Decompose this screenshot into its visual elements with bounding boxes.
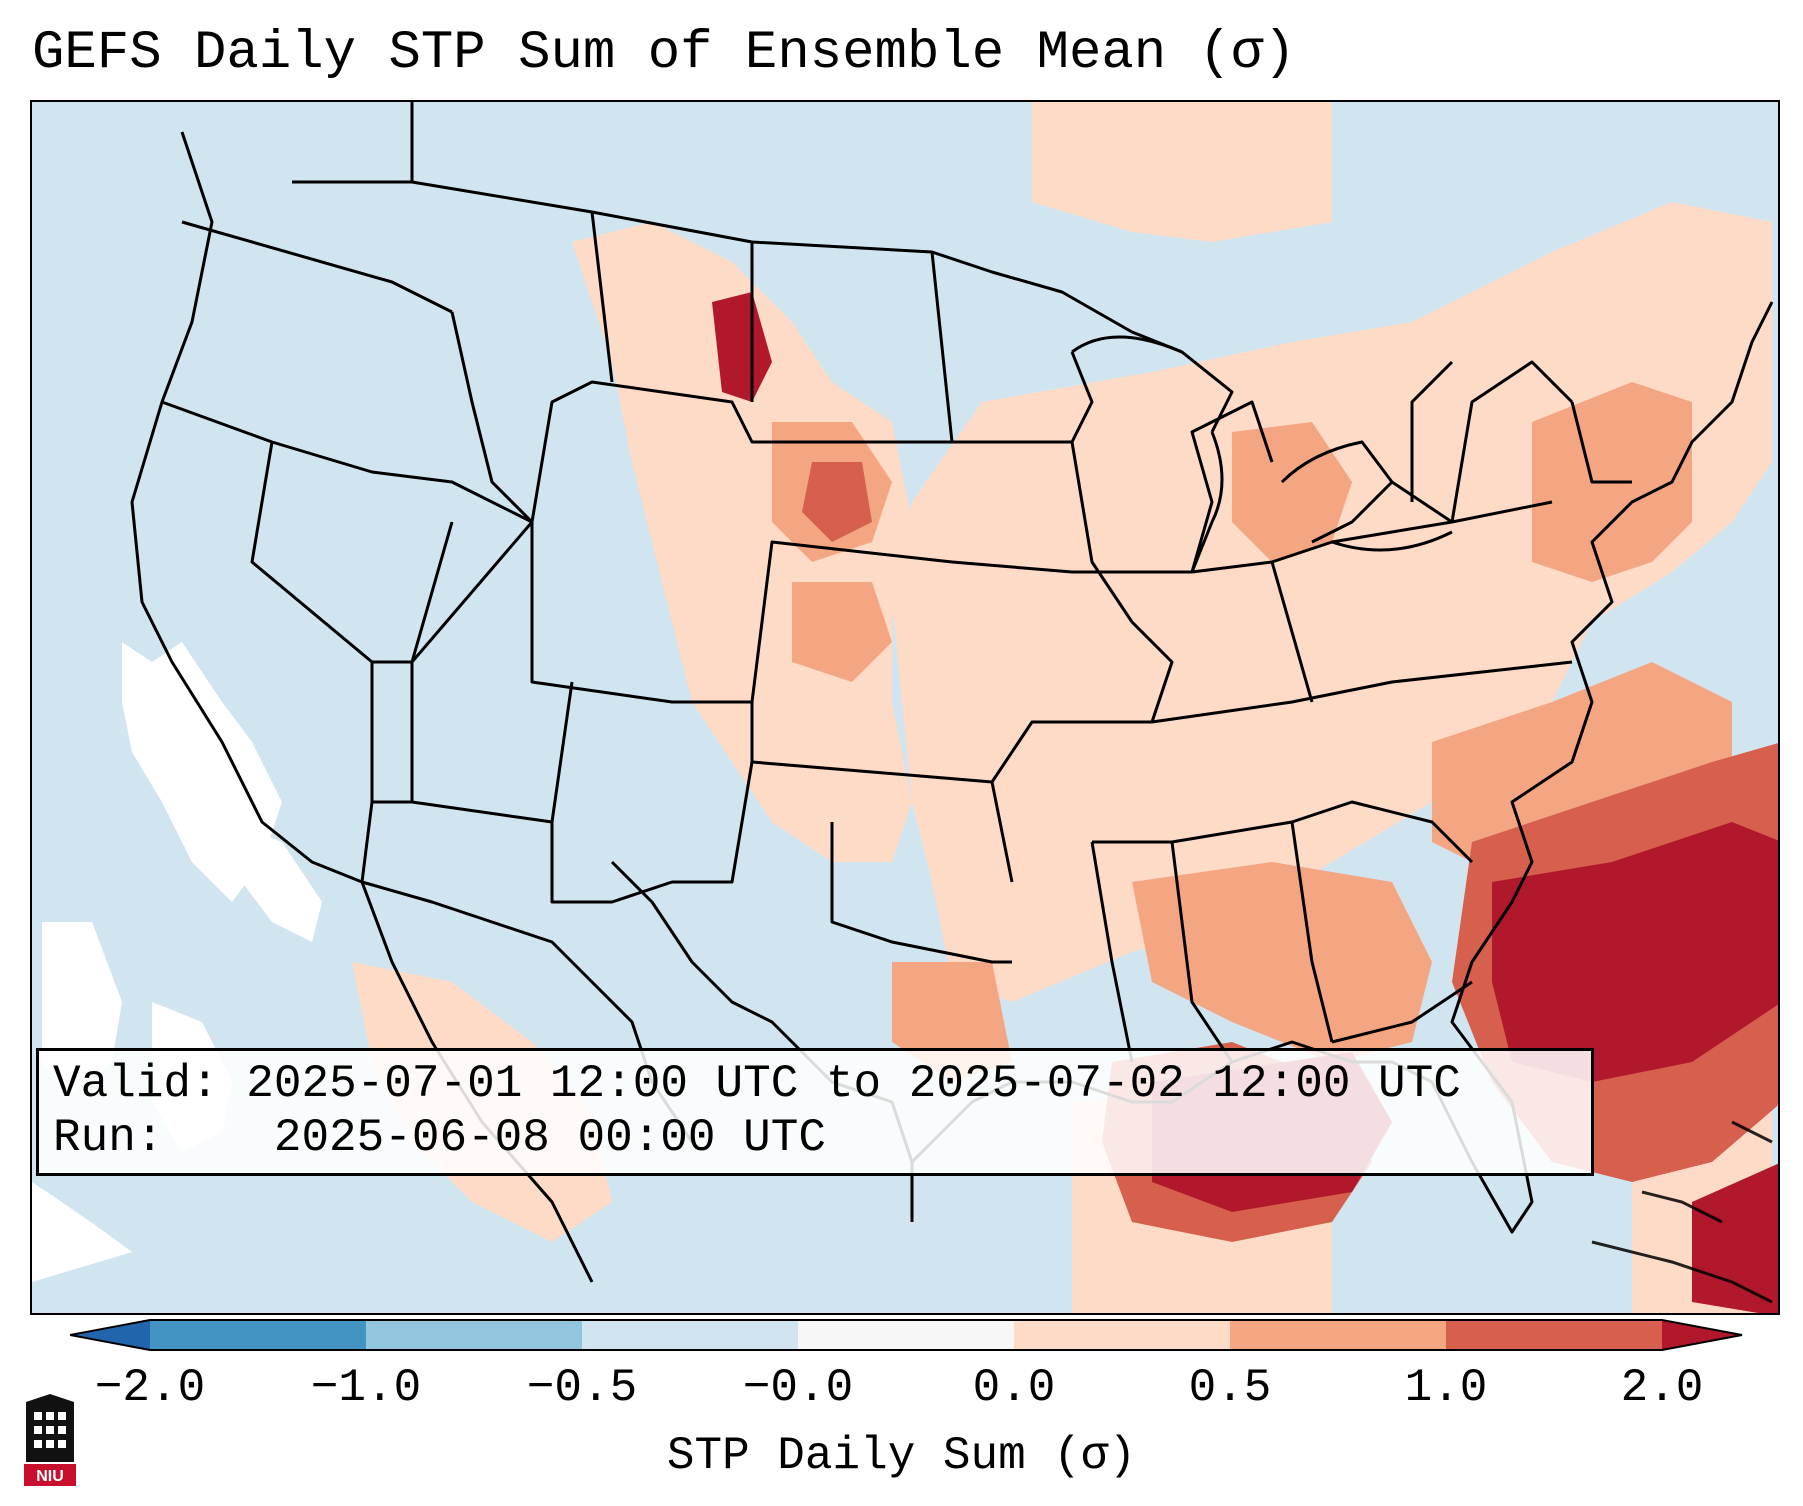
valid-row: Valid: 2025-07-01 12:00 UTC to 2025-07-0… xyxy=(53,1057,1577,1111)
mexico-cuba-outline xyxy=(1591,1120,1773,1304)
colorbar-bin-3 xyxy=(582,1320,798,1350)
niu-logo-text: NIU xyxy=(36,1468,64,1485)
colorbar-over-triangle xyxy=(1662,1320,1742,1350)
niu-logo: NIU xyxy=(20,1392,80,1493)
colorbar-bin-4 xyxy=(798,1320,1014,1350)
colorbar xyxy=(69,1318,1750,1357)
valid-value: 2025-07-01 12:00 UTC to 2025-07-02 12:00… xyxy=(246,1058,1461,1110)
colorbar-under-triangle xyxy=(70,1320,150,1350)
colorbar-tick-label: 0.5 xyxy=(1188,1362,1272,1414)
colorbar-bin-2 xyxy=(366,1320,582,1350)
run-label: Run: xyxy=(53,1112,164,1164)
colorbar-tick-label: −0.5 xyxy=(526,1362,638,1414)
run-row: Run: 2025-06-08 00:00 UTC xyxy=(53,1111,1577,1165)
niu-logo-icon: NIU xyxy=(24,1394,76,1486)
colorbar-tick-label: 0.0 xyxy=(972,1362,1056,1414)
colorbar-bin-5 xyxy=(1014,1320,1230,1350)
colorbar-bin-7 xyxy=(1446,1320,1662,1350)
colorbar-svg xyxy=(69,1319,1743,1351)
colorbar-bin-6 xyxy=(1230,1320,1446,1350)
colorbar-bin-1 xyxy=(150,1320,366,1350)
colorbar-tick-label: −1.0 xyxy=(310,1362,422,1414)
colorbar-outline xyxy=(69,1319,1743,1351)
colorbar-tick-label: −0.0 xyxy=(742,1362,854,1414)
map-panel xyxy=(30,100,1780,1315)
run-value: 2025-06-08 00:00 UTC xyxy=(273,1112,826,1164)
colorbar-tick-label: −2.0 xyxy=(94,1362,206,1414)
valid-label: Valid: xyxy=(53,1058,219,1110)
colorbar-tick-label: 2.0 xyxy=(1620,1362,1704,1414)
colorbar-tick-label: 1.0 xyxy=(1404,1362,1488,1414)
white-neutral-areas xyxy=(32,642,322,1282)
colorbar-label: STP Daily Sum (σ) xyxy=(666,1430,1137,1482)
map-title: GEFS Daily STP Sum of Ensemble Mean (σ) xyxy=(32,23,1296,84)
valid-run-box: Valid: 2025-07-01 12:00 UTC to 2025-07-0… xyxy=(36,1048,1594,1176)
